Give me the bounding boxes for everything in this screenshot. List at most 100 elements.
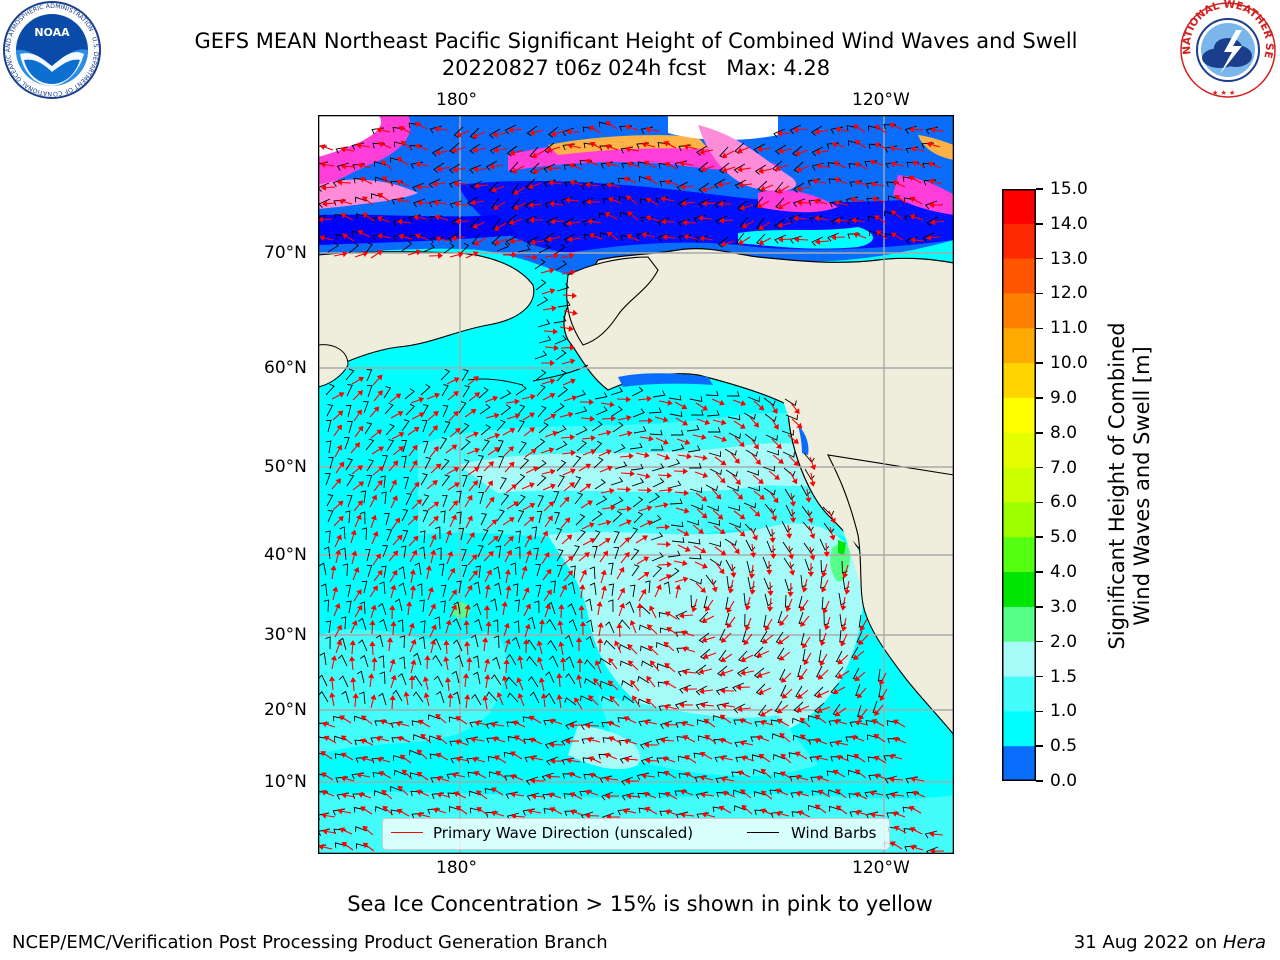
wind-barb: [341, 690, 350, 704]
wave-direction-arrow: [544, 430, 559, 438]
wave-direction-arrow: [700, 165, 715, 172]
wave-direction-arrow: [483, 461, 495, 472]
wave-direction-arrow: [908, 175, 922, 184]
beaufort-patch: [738, 227, 873, 249]
wind-barb: [718, 162, 730, 174]
wave-direction-arrow: [356, 772, 371, 779]
wave-direction-arrow: [789, 471, 798, 485]
wind-barb: [613, 443, 626, 454]
wave-direction-arrow: [604, 792, 620, 800]
wave-direction-arrow: [890, 791, 905, 799]
wave-direction-arrow: [788, 455, 799, 467]
wave-direction-arrow: [694, 471, 709, 479]
wave-direction-arrow: [909, 196, 923, 205]
wave-direction-arrow: [731, 473, 741, 485]
wave-direction-arrow: [416, 811, 431, 818]
wave-direction-arrow: [579, 620, 587, 636]
wave-direction-arrow: [353, 500, 363, 512]
colorbar-tick-mark: [1036, 362, 1043, 364]
lat-tick-40n: 40°N: [264, 545, 307, 565]
wind-barb: [455, 654, 464, 668]
wave-direction-arrow: [645, 698, 657, 709]
wave-direction-arrow: [853, 124, 866, 133]
wave-direction-arrow: [842, 564, 849, 579]
colorbar-segment: [1002, 328, 1036, 364]
wave-direction-arrow: [454, 739, 469, 746]
wind-barb: [556, 549, 564, 562]
wave-direction-arrow: [817, 669, 829, 680]
wind-barb: [565, 673, 576, 685]
wave-direction-arrow: [546, 146, 561, 153]
wind-barb: [424, 457, 432, 470]
wave-direction-arrow: [523, 516, 535, 527]
wind-barb: [676, 181, 689, 192]
wind-barb: [546, 216, 559, 226]
wave-direction-arrow: [792, 215, 808, 222]
wave-direction-arrow: [337, 808, 352, 815]
wave-direction-arrow: [832, 769, 846, 778]
wave-direction-arrow: [639, 435, 654, 442]
wave-direction-arrow: [809, 456, 817, 471]
wave-direction-arrow: [503, 535, 514, 547]
wave-direction-arrow: [854, 809, 869, 816]
wave-direction-arrow: [489, 163, 504, 170]
wave-direction-arrow: [704, 735, 717, 744]
nws-logo: NATIONAL WEATHER SERVICE ★ ★ ★: [1172, 0, 1280, 100]
wave-direction-arrow: [823, 542, 830, 558]
wind-barb: [422, 510, 429, 523]
wind-barb: [526, 655, 538, 667]
wave-direction-arrow: [676, 528, 690, 537]
wave-direction-arrow: [593, 677, 603, 690]
wave-direction-arrow: [505, 484, 517, 494]
colorbar-segment: [1002, 641, 1036, 678]
wave-direction-arrow: [821, 563, 828, 578]
wind-barb: [553, 316, 567, 324]
wave-direction-arrow: [614, 640, 622, 654]
wind-barb: [364, 548, 371, 562]
wave-direction-arrow: [398, 125, 412, 134]
wave-direction-arrow: [819, 653, 828, 667]
colorbar-tick-mark: [1036, 223, 1043, 225]
wave-direction-arrow: [607, 196, 622, 204]
wave-direction-arrow: [528, 201, 543, 209]
wind-barb: [419, 599, 425, 613]
wave-direction-arrow: [467, 376, 479, 386]
wave-direction-arrow: [703, 718, 716, 728]
wave-direction-arrow: [853, 754, 866, 763]
wave-direction-arrow: [617, 587, 626, 601]
wind-barb: [439, 437, 448, 450]
wind-barb: [505, 676, 518, 687]
wave-direction-arrow: [371, 446, 384, 455]
wave-direction-arrow: [909, 214, 924, 221]
wave-direction-arrow: [544, 344, 559, 351]
wind-barb: [575, 425, 588, 436]
wave-direction-arrow: [468, 480, 479, 492]
wind-barb: [804, 468, 815, 481]
wind-barb: [677, 197, 690, 208]
wind-barb: [471, 693, 482, 706]
land-kamchatka: [318, 344, 349, 388]
wave-direction-arrow: [661, 756, 676, 763]
wind-barb: [668, 567, 680, 579]
wave-direction-arrow: [370, 429, 383, 439]
wave-direction-arrow: [730, 542, 740, 555]
wind-barb: [652, 565, 663, 578]
wave-direction-arrow: [925, 234, 941, 241]
wind-barb: [545, 692, 556, 705]
wave-direction-arrow: [681, 646, 696, 653]
wind-barb: [499, 389, 512, 400]
wave-direction-arrow: [835, 126, 850, 133]
wind-barb: [763, 397, 776, 407]
wave-direction-arrow: [601, 415, 617, 422]
wave-direction-arrow: [909, 844, 924, 851]
wave-direction-arrow: [834, 177, 848, 185]
wave-direction-arrow: [548, 718, 563, 725]
wave-direction-arrow: [451, 146, 466, 154]
wave-direction-arrow: [386, 637, 394, 652]
wave-direction-arrow: [388, 550, 399, 562]
wave-direction-arrow: [758, 221, 771, 230]
wind-barb: [565, 656, 575, 669]
wave-direction-arrow: [546, 165, 562, 172]
wave-direction-arrow: [789, 508, 797, 523]
wave-direction-arrow: [835, 754, 850, 762]
